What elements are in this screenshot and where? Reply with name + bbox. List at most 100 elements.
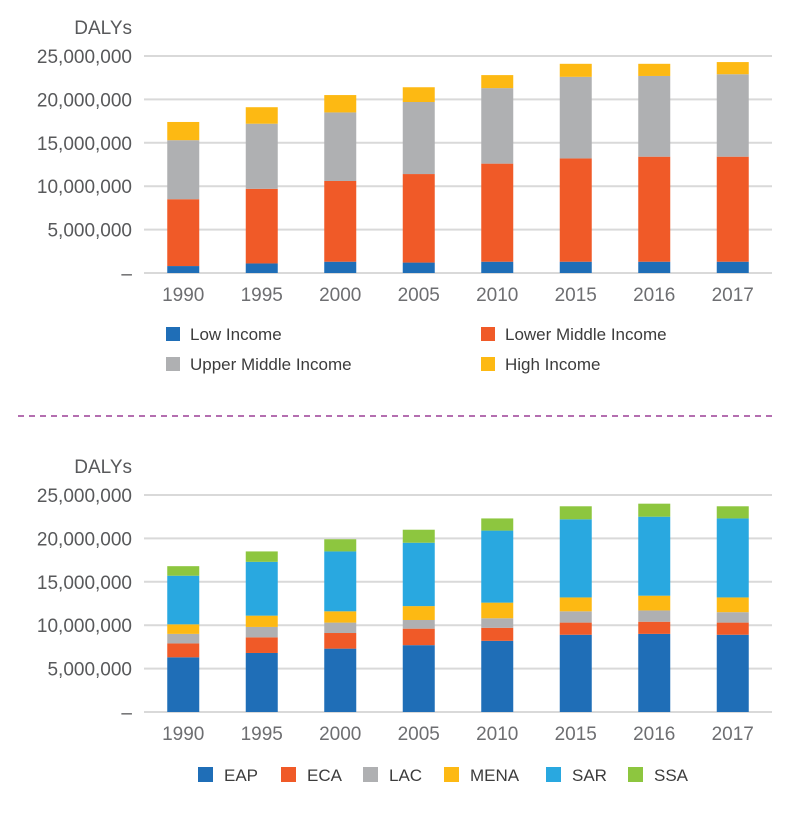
y-tick-label: – [121, 703, 132, 724]
bar-segment-eap [167, 657, 200, 712]
y-tick-label: 25,000,000 [37, 486, 132, 507]
x-tick-label: 2000 [319, 285, 361, 306]
legend-label: Lower Middle Income [505, 325, 667, 344]
bar-stack-2005 [402, 529, 435, 712]
bar-stack-2010 [481, 518, 514, 712]
bar-segment-high-income [559, 63, 592, 77]
x-tick-label: 2016 [633, 285, 675, 306]
bar-segment-mena [245, 615, 278, 627]
legend-swatch [166, 357, 180, 371]
bar-segment-lower-middle-income [559, 158, 592, 262]
y-tick-labels: – 5,000,000 10,000,000 15,000,000 20,000,000… [37, 47, 133, 285]
bar-stack-2015 [559, 63, 592, 273]
x-tick-label: 2017 [712, 285, 754, 306]
bar-segment-lower-middle-income [167, 199, 200, 267]
x-tick-label: 2005 [398, 285, 440, 306]
bars [167, 62, 749, 273]
x-tick-label: 2005 [398, 724, 440, 745]
gridlines [144, 494, 772, 713]
x-tick-label: 2017 [712, 724, 754, 745]
bar-stack-2016 [638, 63, 671, 273]
bar-segment-eca [167, 643, 200, 658]
bar-segment-lower-middle-income [324, 180, 357, 262]
bar-segment-eca [324, 633, 357, 649]
bar-segment-mena [402, 606, 435, 620]
bar-segment-high-income [167, 121, 200, 141]
bar-segment-upper-middle-income [716, 74, 749, 157]
legend-label: EAP [224, 766, 258, 785]
legend-item: High Income [481, 355, 600, 374]
bar-segment-low-income [167, 266, 200, 273]
bar-stack-2000 [324, 539, 357, 712]
legend-item: Low Income [166, 325, 282, 344]
x-tick-label: 2010 [476, 285, 518, 306]
x-tick-label: 1990 [162, 724, 204, 745]
bar-stack-2010 [481, 75, 514, 273]
y-axis-unit-label: DALYs [74, 18, 132, 39]
bar-segment-lac [638, 610, 671, 622]
bar-segment-mena [559, 597, 592, 612]
bar-segment-lower-middle-income [716, 156, 749, 262]
bar-segment-eca [245, 637, 278, 653]
bar-segment-eca [402, 628, 435, 646]
bar-segment-sar [324, 551, 357, 612]
bar-segment-ssa [481, 518, 514, 531]
y-tick-labels: – 5,000,000 10,000,000 15,000,000 20,000,000… [37, 486, 133, 724]
x-tick-label: 2010 [476, 724, 518, 745]
bar-stack-1990 [167, 566, 200, 712]
bar-segment-low-income [324, 261, 357, 273]
bar-stack-1995 [245, 551, 278, 712]
bar-stack-2016 [638, 503, 671, 712]
bar-stack-2017 [716, 506, 749, 712]
legend-item: LAC [363, 766, 422, 785]
legend-item: SSA [628, 766, 689, 785]
bar-segment-high-income [481, 75, 514, 89]
bar-segment-sar [638, 516, 671, 596]
legend-swatch [546, 767, 561, 782]
x-tick-labels: 1990 1995 2000 2005 2010 2015 2016 2017 [162, 724, 754, 745]
legend-item: ECA [281, 766, 343, 785]
legend-item: Lower Middle Income [481, 325, 667, 344]
bar-segment-lower-middle-income [402, 174, 435, 263]
bar-segment-ssa [716, 506, 749, 519]
y-tick-label: 15,000,000 [37, 134, 132, 155]
legend-swatch [198, 767, 213, 782]
bar-stack-2005 [402, 87, 435, 273]
legend-swatch [481, 327, 495, 341]
bar-segment-eca [559, 622, 592, 635]
bar-segment-eap [402, 645, 435, 712]
legend-label: SAR [572, 766, 607, 785]
bar-segment-eap [245, 652, 278, 712]
bar-segment-eap [481, 640, 514, 712]
bar-segment-sar [167, 575, 200, 625]
bar-segment-lac [324, 622, 357, 634]
bar-segment-low-income [716, 261, 749, 273]
bar-segment-high-income [716, 62, 749, 75]
bar-segment-mena [716, 597, 749, 613]
bar-segment-lac [559, 611, 592, 623]
bar-segment-lac [167, 633, 200, 644]
y-tick-label: 10,000,000 [37, 177, 132, 198]
legend-swatch [481, 357, 495, 371]
legend-label: LAC [389, 766, 422, 785]
bar-segment-low-income [245, 263, 278, 273]
y-tick-label: 5,000,000 [47, 660, 132, 681]
y-tick-label: 20,000,000 [37, 90, 132, 111]
bar-segment-eca [716, 622, 749, 635]
x-tick-label: 2016 [633, 724, 675, 745]
bars [167, 503, 749, 712]
bar-segment-low-income [559, 261, 592, 273]
bar-segment-ssa [324, 539, 357, 552]
legend-label: High Income [505, 355, 600, 374]
bar-segment-upper-middle-income [245, 123, 278, 189]
y-axis-unit-label: DALYs [74, 457, 132, 478]
bar-segment-lower-middle-income [245, 188, 278, 264]
legend-swatch [444, 767, 459, 782]
bar-segment-lac [245, 626, 278, 638]
chart-regions: DALYs – 5,000,000 10,000,000 15,000,000 20,0… [37, 457, 772, 785]
bar-segment-ssa [245, 551, 278, 562]
legend-label: MENA [470, 766, 520, 785]
legend: EAP ECA LAC MENA SAR SSA [198, 766, 689, 785]
y-tick-label: – [121, 264, 132, 285]
